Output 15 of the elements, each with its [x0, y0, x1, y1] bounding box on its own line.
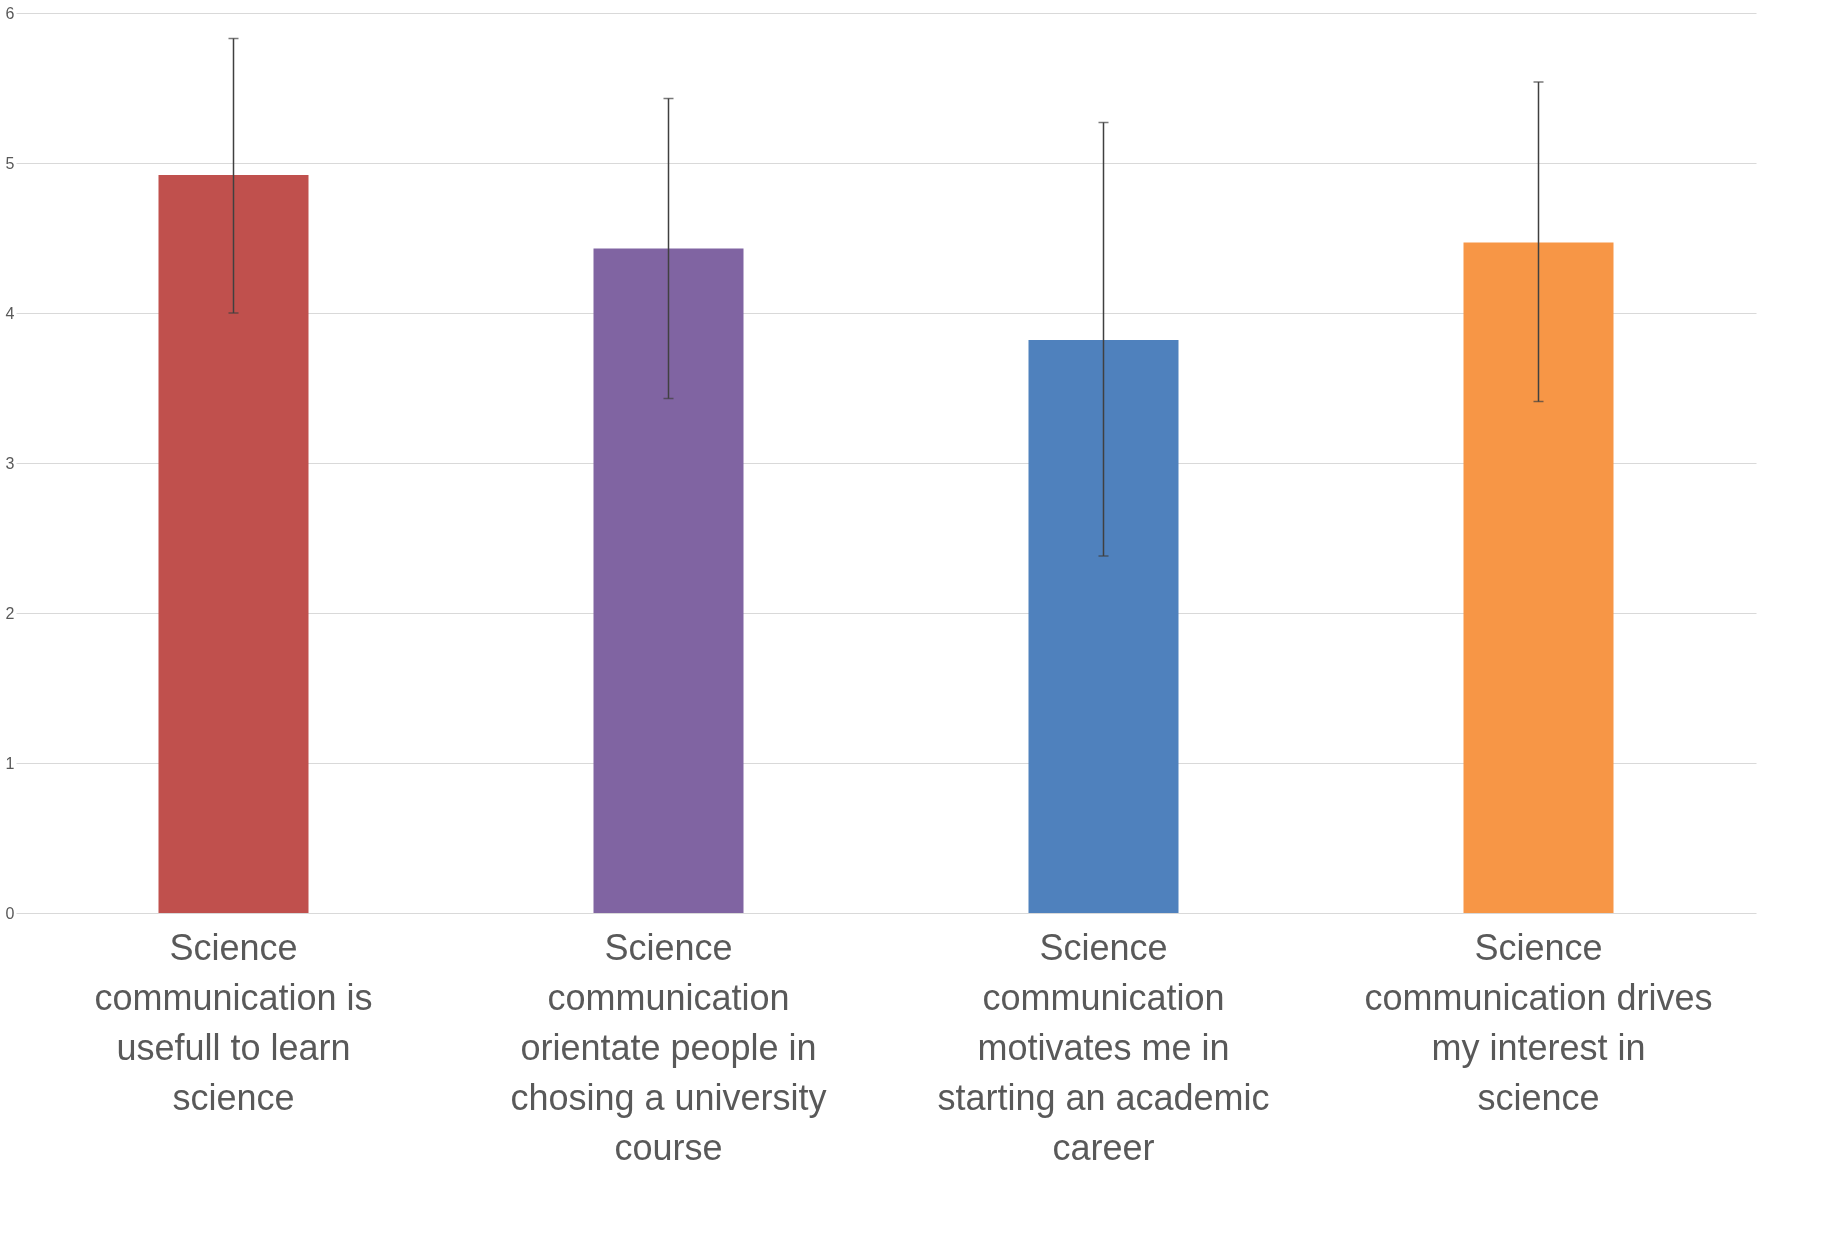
bar — [1463, 242, 1614, 913]
y-tick-label: 4 — [5, 304, 15, 322]
x-tick-label: Science communication drives my interest in science — [1364, 926, 1713, 1118]
x-tick-label: Science communication orientate people in chosing a university course — [510, 926, 827, 1168]
bar — [158, 175, 309, 913]
y-tick-label: 3 — [5, 454, 15, 472]
y-tick-label: 2 — [5, 604, 15, 622]
x-tick-label: Science communication motivates me in starting an academic career — [937, 926, 1270, 1168]
bar — [593, 248, 744, 913]
y-tick-label: 1 — [5, 754, 15, 772]
y-tick-label: 5 — [5, 154, 15, 172]
bar — [1028, 340, 1179, 913]
x-tick-label: Science communication is usefull to learn science — [94, 926, 373, 1118]
y-tick-label: 0 — [5, 904, 15, 922]
y-tick-label: 6 — [5, 4, 15, 22]
